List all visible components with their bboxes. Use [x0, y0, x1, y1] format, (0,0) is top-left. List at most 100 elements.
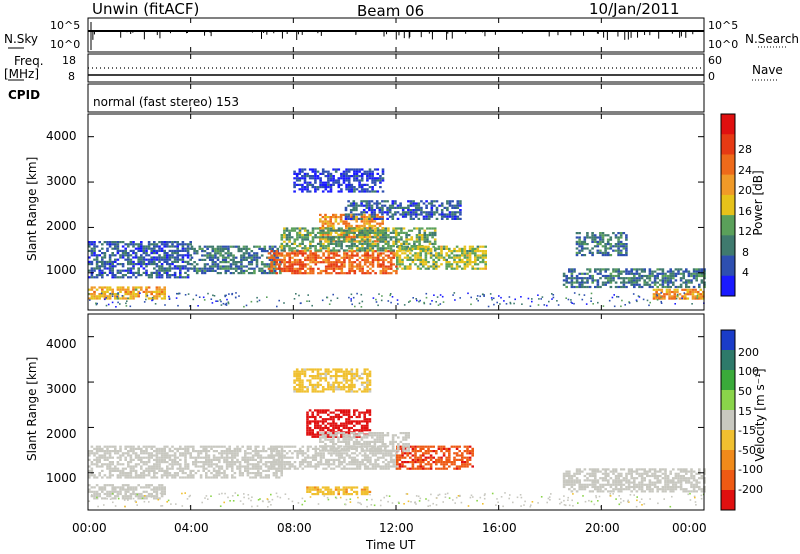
heatmap-cell: [298, 170, 302, 173]
heatmap-cell: [155, 274, 159, 277]
heatmap-cell: [253, 245, 256, 248]
heatmap-cell: [163, 249, 166, 252]
heatmap-cell: [251, 465, 255, 468]
heatmap-cell: [621, 299, 623, 302]
heatmap-cell: [387, 247, 390, 250]
heatmap-cell: [124, 293, 127, 296]
heatmap-cell: [129, 467, 133, 470]
heatmap-cell: [673, 297, 677, 300]
heatmap-cell: [397, 303, 399, 305]
heatmap-cell: [211, 261, 215, 264]
heatmap-cell: [620, 270, 623, 273]
heatmap-cell: [114, 247, 117, 250]
heatmap-cell: [332, 452, 336, 455]
heatmap-cell: [134, 465, 138, 468]
heatmap-cell: [350, 168, 354, 171]
heatmap-cell: [145, 265, 148, 268]
heatmap-cell: [381, 247, 385, 250]
heatmap-cell: [293, 177, 296, 180]
heatmap-cell: [670, 297, 674, 300]
heatmap-cell: [192, 476, 195, 479]
heatmap-cell: [216, 247, 220, 250]
heatmap-cell: [368, 242, 372, 245]
heatmap-cell: [116, 269, 120, 272]
heatmap-cell: [695, 274, 698, 278]
heatmap-cell: [373, 179, 377, 182]
heatmap-cell: [272, 258, 276, 262]
heatmap-cell: [249, 452, 252, 455]
heatmap-cell: [163, 445, 166, 448]
heatmap-cell: [620, 277, 623, 280]
heatmap-cell: [127, 474, 130, 477]
heatmap-cell: [228, 293, 230, 295]
heatmap-cell: [298, 183, 302, 186]
heatmap-cell: [153, 267, 156, 270]
heatmap-cell: [176, 276, 179, 279]
heatmap-cell: [181, 249, 185, 252]
heatmap-cell: [397, 238, 401, 241]
heatmap-cell: [119, 476, 122, 479]
heatmap-cell: [355, 249, 359, 252]
heatmap-cell: [355, 202, 358, 205]
heatmap-cell: [609, 236, 613, 239]
heatmap-cell: [327, 426, 330, 430]
heatmap-cell: [132, 290, 135, 293]
heatmap-cell: [664, 277, 667, 280]
heatmap-cell: [272, 447, 276, 450]
heatmap-cell: [643, 268, 646, 271]
heatmap-cell: [381, 217, 384, 220]
heatmap-cell: [129, 254, 133, 257]
heatmap-cell: [463, 265, 467, 268]
heatmap-cell: [145, 290, 148, 293]
heatmap-cell: [666, 285, 670, 289]
heatmap-cell: [353, 429, 356, 432]
heatmap-cell: [319, 234, 323, 237]
heatmap-cell: [199, 450, 203, 453]
heatmap-cell: [432, 265, 435, 268]
heatmap-cell: [306, 188, 309, 191]
heatmap-cell: [509, 302, 512, 305]
heatmap-cell: [322, 456, 325, 459]
heatmap-cell: [361, 245, 364, 248]
heatmap-cell: [95, 263, 99, 266]
heatmap-cell: [168, 274, 172, 277]
heatmap-cell: [591, 274, 594, 278]
heatmap-cell: [458, 258, 461, 261]
heatmap-cell: [321, 409, 325, 412]
heatmap-cell: [179, 258, 182, 261]
heatmap-cell: [90, 463, 94, 466]
heatmap-cell: [215, 469, 218, 472]
heatmap-cell: [216, 272, 220, 275]
heatmap-cell: [604, 274, 607, 278]
heatmap-cell: [296, 467, 299, 470]
heatmap-cell: [597, 301, 599, 304]
heatmap-cell: [365, 204, 369, 207]
heatmap-cell: [337, 409, 340, 412]
heatmap-cell: [224, 245, 228, 248]
heatmap-cell: [593, 236, 597, 239]
heatmap-cell: [124, 452, 127, 455]
heatmap-cell: [93, 243, 96, 246]
heatmap-cell: [140, 497, 143, 500]
heatmap-cell: [163, 490, 166, 493]
heatmap-cell: [255, 254, 259, 257]
heatmap-cell: [108, 469, 112, 472]
heatmap-cell: [329, 415, 333, 419]
heatmap-cell: [353, 269, 357, 273]
heatmap-cell: [402, 249, 406, 252]
heatmap-cell: [311, 236, 315, 239]
heatmap-cell: [296, 450, 299, 453]
heatmap-cell: [396, 458, 399, 461]
heatmap-cell: [622, 277, 626, 280]
heatmap-cell: [345, 452, 349, 455]
heatmap-cell: [477, 299, 479, 302]
heatmap-cell: [245, 304, 248, 307]
heatmap-cell: [237, 247, 241, 250]
heatmap-cell: [356, 265, 359, 268]
heatmap-cell: [211, 256, 215, 259]
heatmap-cell: [622, 270, 626, 273]
heatmap-cell: [651, 281, 654, 284]
heatmap-cell: [129, 454, 133, 457]
heatmap-cell: [160, 495, 164, 498]
heatmap-cell: [96, 302, 98, 305]
